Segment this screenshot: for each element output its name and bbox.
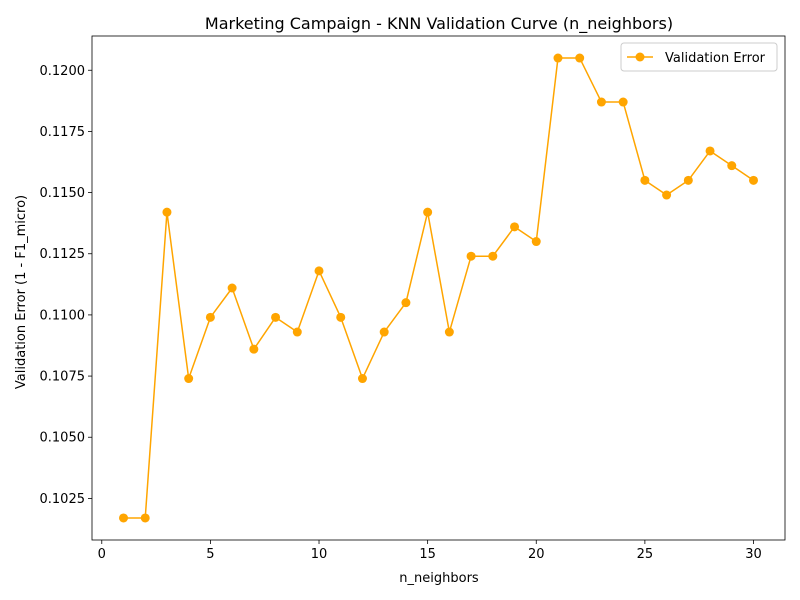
data-point	[401, 298, 411, 308]
data-point	[162, 207, 172, 217]
data-point	[727, 161, 737, 171]
data-point	[575, 53, 585, 63]
y-tick-label: 0.1150	[40, 186, 86, 201]
data-point	[227, 283, 237, 293]
x-tick-label: 20	[528, 547, 545, 562]
data-point	[618, 97, 628, 107]
data-point	[184, 374, 194, 384]
legend-label-validation-error: Validation Error	[665, 51, 766, 66]
data-point	[119, 513, 128, 523]
chart-title: Marketing Campaign - KNN Validation Curv…	[205, 14, 673, 34]
data-point	[640, 175, 650, 185]
data-point	[749, 175, 758, 185]
data-point	[379, 327, 389, 337]
y-tick-label: 0.1075	[40, 370, 86, 385]
data-point	[662, 190, 672, 200]
data-point	[249, 344, 259, 354]
data-point	[423, 207, 433, 217]
data-point	[596, 97, 606, 107]
data-point	[314, 266, 324, 276]
data-point	[705, 146, 715, 156]
x-tick-label: 5	[206, 547, 214, 562]
data-point	[510, 222, 520, 232]
data-point	[357, 374, 367, 384]
axes-frame	[91, 35, 786, 541]
plot-area: 0 5 10 15 20 25 30 0.1025 0.1050 0.1075 0.1100 0.11…	[40, 35, 786, 562]
data-point	[292, 327, 302, 337]
data-point	[531, 237, 541, 247]
x-tick-label: 15	[419, 547, 436, 562]
x-tick-label: 30	[745, 547, 762, 562]
data-point	[488, 251, 498, 261]
y-tick-label: 0.1025	[40, 492, 86, 507]
data-point	[205, 312, 215, 322]
y-tick-label: 0.1100	[40, 308, 86, 323]
data-point	[271, 312, 281, 322]
y-tick-label: 0.1200	[40, 64, 86, 79]
data-point	[336, 312, 346, 322]
y-tick-label: 0.1050	[40, 431, 86, 446]
x-axis-label: n_neighbors	[399, 571, 479, 586]
x-tick-label: 25	[637, 547, 654, 562]
legend-frame	[620, 42, 778, 72]
data-point	[466, 251, 476, 261]
x-tick-label: 10	[311, 547, 328, 562]
y-tick-label: 0.1175	[40, 125, 86, 140]
y-tick-label: 0.1125	[40, 247, 86, 262]
data-point	[444, 327, 454, 337]
data-point	[683, 175, 693, 185]
x-tick-label: 0	[98, 547, 106, 562]
y-axis-label: Validation Error (1 - F1_micro)	[14, 195, 29, 389]
legend-marker-swatch	[635, 52, 645, 62]
legend: Validation Error	[620, 42, 778, 72]
data-point	[553, 53, 563, 63]
data-point	[140, 513, 150, 523]
